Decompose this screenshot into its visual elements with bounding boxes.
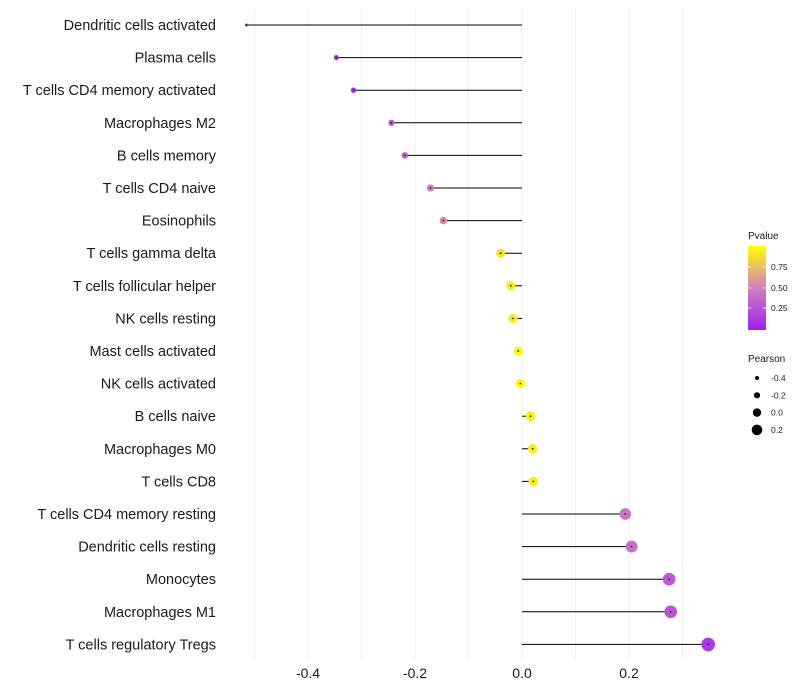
lollipop-point-center — [390, 121, 393, 124]
grid — [254, 8, 683, 660]
lollipop-point-center — [509, 284, 512, 287]
lollipop-point-center — [669, 610, 672, 613]
lollipop-point-center — [335, 56, 338, 59]
points — [244, 23, 715, 652]
category-label: Mast cells activated — [89, 344, 216, 360]
category-label: Dendritic cells activated — [64, 18, 216, 34]
lollipop-point-center — [630, 545, 633, 548]
pearson-legend-label: -0.4 — [771, 373, 786, 383]
pvalue-legend: Pvalue 0.25 0.50 0.75 — [748, 231, 788, 330]
lollipop-point-center — [531, 447, 534, 450]
category-label: T cells CD8 — [141, 474, 216, 490]
lollipop-point-center — [245, 24, 248, 26]
lollipop-point-center — [532, 480, 535, 483]
pearson-legend-key — [753, 392, 761, 399]
category-label: T cells follicular helper — [73, 279, 216, 295]
x-tick-label: -0.4 — [296, 665, 320, 681]
pearson-legend-key — [751, 424, 763, 436]
x-tick-label: 0.2 — [619, 665, 639, 681]
category-label: Macrophages M0 — [104, 442, 216, 458]
x-tick-label: 0.0 — [512, 665, 532, 681]
lollipop-point-center — [529, 415, 532, 418]
lollipop-point-center — [517, 350, 520, 352]
lollipop-point-center — [668, 578, 671, 581]
pearson-legend: Pearson -0.4 -0.2 0.0 0.2 — [748, 354, 786, 436]
pvalue-legend-label: 0.75 — [771, 262, 788, 272]
lollipop-point-center — [499, 252, 502, 255]
category-label: Eosinophils — [142, 214, 216, 230]
lollipop-point-center — [512, 317, 514, 320]
pvalue-legend-label: 0.50 — [771, 283, 788, 293]
category-label: T cells CD4 naive — [103, 181, 216, 197]
pvalue-colorbar — [748, 246, 766, 330]
category-label: NK cells resting — [115, 311, 216, 327]
pearson-legend-label: 0.2 — [771, 425, 783, 435]
category-label: Macrophages M1 — [104, 605, 216, 621]
pearson-legend-key — [754, 375, 760, 381]
lollipop-point-center — [403, 154, 406, 157]
category-label: Dendritic cells resting — [78, 540, 216, 556]
category-label: T cells gamma delta — [87, 246, 217, 262]
category-label: Macrophages M2 — [104, 116, 216, 132]
category-label: Monocytes — [146, 572, 216, 588]
lollipop-point-center — [519, 382, 522, 385]
category-label: B cells naive — [135, 409, 216, 425]
pearson-legend-label: 0.0 — [771, 408, 783, 418]
lollipop-point-center — [624, 513, 627, 515]
pvalue-legend-title: Pvalue — [748, 231, 779, 242]
category-label: B cells memory — [117, 148, 217, 164]
pearson-legend-title: Pearson — [748, 354, 785, 365]
category-labels: Dendritic cells activated Plasma cells T c… — [23, 18, 217, 653]
category-label: NK cells activated — [101, 377, 216, 393]
pvalue-legend-label: 0.25 — [771, 303, 788, 313]
x-tick-label: -0.2 — [403, 665, 427, 681]
lollipop-point-center — [707, 643, 710, 646]
category-label: T cells CD4 memory resting — [37, 507, 216, 523]
lollipop-point-center — [352, 89, 355, 92]
category-label: T cells CD4 memory activated — [23, 83, 216, 99]
category-label: Plasma cells — [135, 51, 216, 67]
x-axis-tick-labels: -0.4 -0.2 0.0 0.2 — [296, 665, 639, 681]
pearson-legend-key — [752, 408, 762, 417]
lollipop-point-center — [429, 187, 432, 189]
pearson-legend-label: -0.2 — [771, 390, 786, 400]
category-label: T cells regulatory Tregs — [66, 637, 216, 653]
lollipop-point-center — [442, 219, 445, 222]
